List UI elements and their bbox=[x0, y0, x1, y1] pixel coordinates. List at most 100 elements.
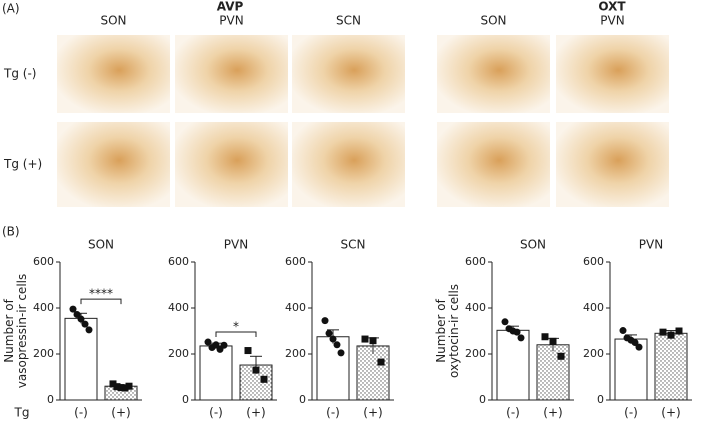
bar bbox=[654, 332, 688, 401]
x-tick-label: (+) bbox=[111, 406, 130, 420]
data-point bbox=[557, 352, 565, 360]
y-tick-label: 400 bbox=[285, 301, 306, 314]
chart-title: SON bbox=[520, 238, 546, 252]
data-point bbox=[337, 349, 345, 357]
micrograph bbox=[175, 122, 288, 207]
data-point bbox=[77, 315, 85, 323]
micrograph bbox=[437, 35, 550, 113]
data-point bbox=[675, 327, 683, 335]
column-label: SON bbox=[480, 14, 506, 28]
group-label: OXT bbox=[598, 0, 626, 14]
x-tick-label: (-) bbox=[74, 406, 88, 420]
column-label: SCN bbox=[336, 14, 361, 28]
y-tick-label: 400 bbox=[465, 301, 486, 314]
chart-title: PVN bbox=[224, 238, 248, 252]
y-tick-label: 200 bbox=[465, 347, 486, 360]
data-point bbox=[517, 334, 525, 342]
y-tick-label: 0 bbox=[479, 393, 486, 406]
micrograph bbox=[292, 35, 405, 113]
data-point bbox=[513, 328, 521, 336]
chart-title: SCN bbox=[341, 238, 366, 252]
data-point bbox=[85, 326, 93, 334]
column-label: SON bbox=[100, 14, 126, 28]
data-point bbox=[220, 341, 228, 349]
column-label: PVN bbox=[219, 14, 243, 28]
data-point bbox=[501, 318, 509, 326]
row-label: Tg (-) bbox=[3, 67, 36, 81]
data-point bbox=[125, 382, 133, 390]
bar bbox=[199, 345, 233, 401]
y-tick-label: 0 bbox=[47, 393, 54, 406]
bar bbox=[356, 345, 390, 401]
column-label: PVN bbox=[600, 14, 624, 28]
x-tick-label: (+) bbox=[661, 406, 680, 420]
significance-bracket bbox=[80, 298, 122, 305]
y-label-line: vasopressin-ir cells bbox=[15, 274, 29, 388]
data-point bbox=[549, 337, 557, 345]
data-point bbox=[329, 335, 337, 343]
bar bbox=[536, 344, 570, 401]
group-label: AVP bbox=[217, 0, 244, 14]
y-label-line: Number of bbox=[2, 298, 16, 362]
x-tick-label: (-) bbox=[326, 406, 340, 420]
micrograph bbox=[556, 122, 669, 207]
x-tick-label: (-) bbox=[624, 406, 638, 420]
data-point bbox=[333, 341, 341, 349]
data-point bbox=[377, 358, 385, 366]
y-tick-label: 600 bbox=[285, 255, 306, 268]
data-point bbox=[117, 384, 125, 392]
micrograph bbox=[57, 35, 170, 113]
x-group-label: Tg bbox=[14, 406, 30, 420]
x-tick-label: (-) bbox=[506, 406, 520, 420]
data-point bbox=[212, 341, 220, 349]
y-label-line: Number of bbox=[434, 298, 448, 362]
micrograph bbox=[175, 35, 288, 113]
data-point bbox=[635, 343, 643, 351]
data-point bbox=[81, 320, 89, 328]
micrograph bbox=[437, 122, 550, 207]
y-axis-label: Number ofoxytocin-ir cells bbox=[434, 284, 461, 378]
significance-bracket bbox=[215, 331, 257, 338]
y-tick-label: 600 bbox=[33, 255, 54, 268]
micrograph bbox=[556, 35, 669, 113]
data-point bbox=[667, 331, 675, 339]
chart-title: SON bbox=[88, 238, 114, 252]
data-point bbox=[113, 383, 121, 391]
data-point bbox=[69, 305, 77, 313]
data-point bbox=[659, 328, 667, 336]
y-tick-label: 0 bbox=[597, 393, 604, 406]
data-point bbox=[369, 337, 377, 345]
micrograph bbox=[292, 122, 405, 207]
row-label: Tg (+) bbox=[3, 157, 42, 171]
x-tick-label: (+) bbox=[543, 406, 562, 420]
bar bbox=[316, 336, 350, 401]
y-tick-label: 600 bbox=[465, 255, 486, 268]
data-point bbox=[244, 347, 252, 355]
bar bbox=[496, 329, 530, 401]
y-tick-label: 0 bbox=[182, 393, 189, 406]
data-point bbox=[121, 384, 129, 392]
x-tick-label: (-) bbox=[209, 406, 223, 420]
y-tick-label: 0 bbox=[299, 393, 306, 406]
y-tick-label: 200 bbox=[168, 347, 189, 360]
y-tick-label: 200 bbox=[285, 347, 306, 360]
data-point bbox=[541, 333, 549, 341]
x-tick-label: (+) bbox=[363, 406, 382, 420]
data-point bbox=[109, 380, 117, 388]
y-tick-label: 600 bbox=[583, 255, 604, 268]
x-tick-label: (+) bbox=[246, 406, 265, 420]
data-point bbox=[73, 310, 81, 318]
y-axis-label: Number ofvasopressin-ir cells bbox=[2, 274, 29, 388]
panel-label: (A) bbox=[2, 2, 20, 16]
y-tick-label: 400 bbox=[583, 301, 604, 314]
chart-title: PVN bbox=[639, 238, 663, 252]
y-tick-label: 600 bbox=[168, 255, 189, 268]
data-point bbox=[631, 339, 639, 346]
data-point bbox=[321, 317, 329, 325]
data-point bbox=[325, 329, 333, 337]
y-tick-label: 200 bbox=[33, 347, 54, 360]
data-point bbox=[619, 327, 627, 335]
data-point bbox=[252, 366, 260, 374]
panel-label: (B) bbox=[2, 225, 20, 239]
